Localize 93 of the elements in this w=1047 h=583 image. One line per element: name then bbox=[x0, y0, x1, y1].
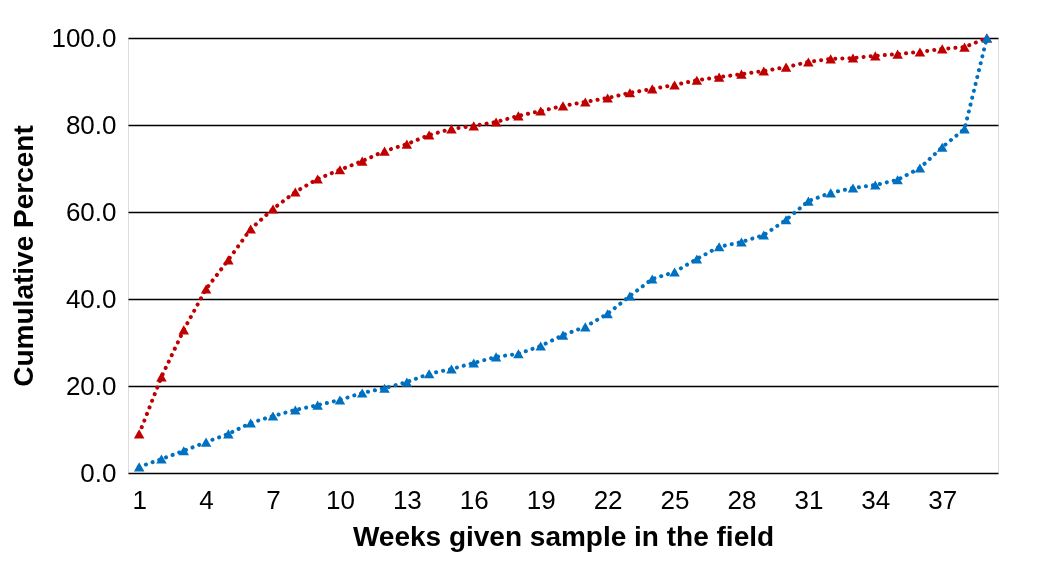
point bbox=[646, 274, 658, 284]
point bbox=[870, 180, 881, 190]
x-tick-label: 37 bbox=[928, 484, 958, 515]
point bbox=[691, 75, 703, 85]
point bbox=[736, 237, 747, 247]
point bbox=[267, 411, 279, 421]
point bbox=[356, 156, 368, 166]
point bbox=[312, 400, 323, 410]
point bbox=[602, 93, 613, 103]
point bbox=[379, 383, 390, 393]
point bbox=[401, 377, 413, 387]
point bbox=[446, 364, 457, 374]
y-tick-label: 80.0 bbox=[65, 109, 117, 140]
x-tick-label: 25 bbox=[660, 484, 690, 515]
x-tick-label: 16 bbox=[459, 484, 489, 515]
point bbox=[825, 188, 836, 198]
point bbox=[936, 142, 948, 152]
point bbox=[423, 130, 435, 140]
point bbox=[133, 429, 145, 439]
point bbox=[825, 54, 836, 64]
point bbox=[580, 97, 591, 107]
y-tick-label: 60.0 bbox=[65, 196, 117, 227]
x-axis-title: Weeks given sample in the field bbox=[352, 520, 775, 552]
point bbox=[936, 44, 948, 54]
point bbox=[624, 291, 636, 301]
point bbox=[290, 405, 301, 415]
point bbox=[557, 330, 569, 340]
point bbox=[780, 215, 792, 225]
point bbox=[669, 80, 680, 90]
x-tick-label: 28 bbox=[727, 484, 757, 515]
x-tick-label: 22 bbox=[593, 484, 623, 515]
point bbox=[513, 111, 524, 121]
point bbox=[267, 204, 279, 214]
y-tick-label: 20.0 bbox=[65, 370, 117, 401]
point bbox=[624, 88, 636, 98]
x-tick-label: 7 bbox=[266, 484, 281, 515]
point bbox=[379, 146, 390, 156]
point bbox=[713, 242, 725, 252]
point bbox=[914, 47, 926, 57]
point bbox=[736, 69, 747, 79]
point bbox=[468, 121, 480, 131]
y-axis-title: Cumulative Percent bbox=[8, 125, 40, 387]
point bbox=[959, 42, 970, 52]
point bbox=[892, 49, 903, 59]
point bbox=[334, 165, 346, 175]
point bbox=[446, 124, 457, 134]
x-tick-label: 13 bbox=[392, 484, 422, 515]
x-tick-label: 1 bbox=[132, 484, 147, 515]
point bbox=[713, 72, 725, 82]
point bbox=[356, 388, 368, 398]
point bbox=[513, 349, 524, 359]
point bbox=[200, 284, 212, 294]
point bbox=[535, 341, 546, 351]
y-tick-label: 100.0 bbox=[51, 22, 117, 53]
point bbox=[312, 174, 323, 184]
point bbox=[847, 53, 859, 63]
point bbox=[290, 187, 301, 197]
x-tick-label: 4 bbox=[199, 484, 214, 515]
x-tick-label: 31 bbox=[794, 484, 824, 515]
y-tick-label: 40.0 bbox=[65, 283, 117, 314]
point bbox=[223, 429, 234, 439]
point bbox=[758, 66, 770, 76]
point bbox=[401, 139, 413, 149]
point bbox=[223, 255, 234, 265]
point bbox=[245, 418, 256, 428]
x-tick-label: 34 bbox=[861, 484, 891, 515]
point bbox=[178, 446, 190, 456]
point bbox=[557, 101, 569, 111]
point bbox=[334, 395, 346, 405]
y-tick-label: 0.0 bbox=[80, 457, 117, 488]
point bbox=[423, 369, 435, 379]
point bbox=[691, 254, 703, 264]
point bbox=[200, 437, 212, 447]
point bbox=[580, 322, 591, 332]
point bbox=[535, 106, 546, 116]
x-tick-label: 19 bbox=[526, 484, 556, 515]
point bbox=[892, 175, 903, 185]
point bbox=[870, 51, 881, 61]
point bbox=[490, 117, 502, 127]
point bbox=[669, 267, 680, 277]
point bbox=[803, 196, 814, 206]
point bbox=[758, 230, 770, 240]
x-tick-label: 10 bbox=[325, 484, 355, 515]
point bbox=[602, 309, 613, 319]
point bbox=[490, 352, 502, 362]
point bbox=[156, 454, 167, 464]
point bbox=[914, 163, 926, 173]
point bbox=[156, 372, 167, 382]
point bbox=[847, 183, 859, 193]
point bbox=[959, 124, 970, 134]
point bbox=[133, 462, 145, 472]
point bbox=[245, 224, 256, 234]
point bbox=[780, 62, 792, 72]
